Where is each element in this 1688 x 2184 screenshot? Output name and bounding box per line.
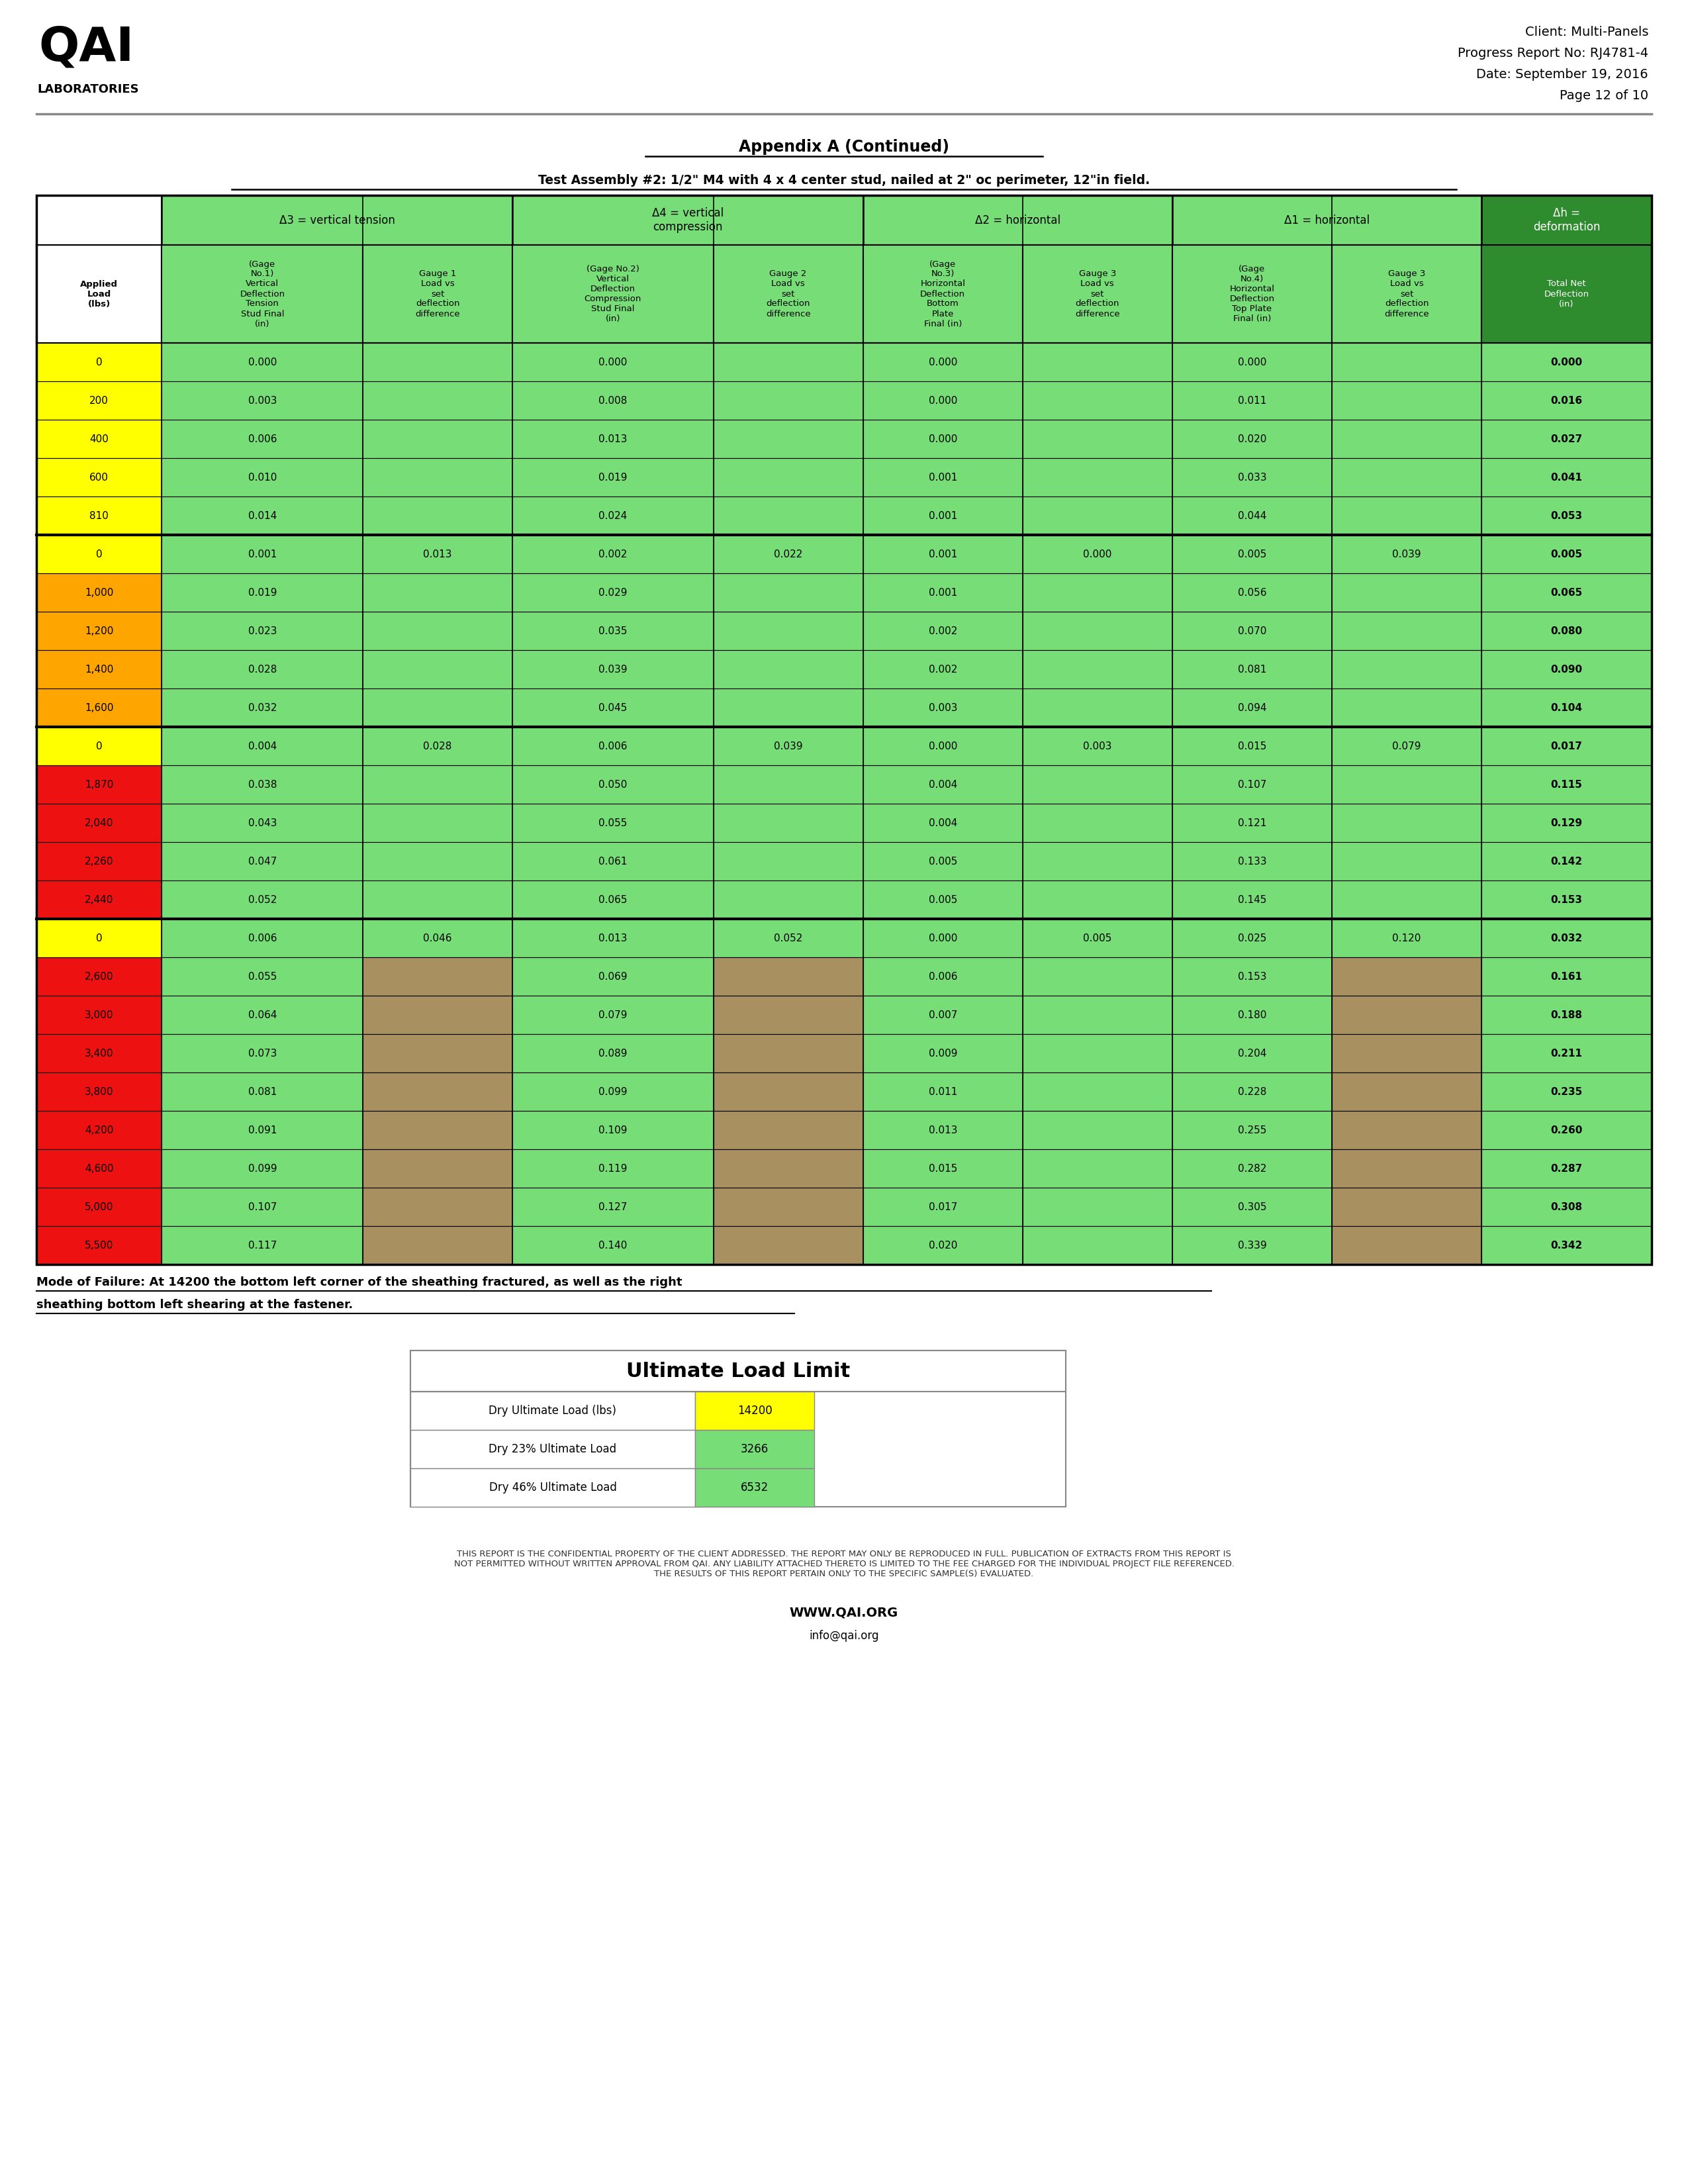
Bar (1482, 574, 1651, 612)
Bar (37, 382, 162, 419)
Bar (1332, 957, 1482, 996)
Text: Total Net
Deflection
(in): Total Net Deflection (in) (1545, 280, 1588, 308)
Bar (1482, 957, 1651, 996)
Bar (162, 496, 363, 535)
Bar (1023, 1072, 1171, 1112)
Text: 0.013: 0.013 (599, 435, 628, 443)
Bar (1023, 343, 1171, 382)
Bar (513, 612, 714, 651)
Bar (1332, 1225, 1482, 1265)
Text: 14200: 14200 (738, 1404, 771, 1417)
Bar (1023, 1188, 1171, 1225)
Text: Δ4 = vertical
compression: Δ4 = vertical compression (652, 207, 724, 234)
Bar (1482, 996, 1651, 1033)
Bar (162, 1149, 363, 1188)
Bar (363, 459, 513, 496)
Bar (1482, 245, 1651, 343)
Bar (1332, 764, 1482, 804)
Bar (37, 1149, 162, 1188)
Bar (863, 957, 1023, 996)
Text: 0.013: 0.013 (928, 1125, 957, 1136)
Text: 810: 810 (89, 511, 108, 520)
Bar (1171, 194, 1482, 245)
Bar (1171, 727, 1332, 764)
Bar (1171, 764, 1332, 804)
Bar (513, 727, 714, 764)
Text: 0.003: 0.003 (928, 703, 957, 712)
Bar (1482, 343, 1651, 382)
Bar (1332, 843, 1482, 880)
Text: 0.032: 0.032 (1551, 933, 1583, 943)
Text: 0.013: 0.013 (424, 548, 452, 559)
Bar (1332, 535, 1482, 574)
Text: 0.001: 0.001 (928, 548, 957, 559)
Text: 0.050: 0.050 (599, 780, 628, 788)
Bar (363, 804, 513, 843)
Bar (162, 843, 363, 880)
Bar (363, 343, 513, 382)
Text: 0.023: 0.023 (248, 627, 277, 636)
Bar (1482, 727, 1651, 764)
Text: (Gage
No.3)
Horizontal
Deflection
Bottom
Plate
Final (in): (Gage No.3) Horizontal Deflection Bottom… (920, 260, 966, 328)
Text: 0: 0 (96, 740, 103, 751)
Text: 0.010: 0.010 (248, 472, 277, 483)
Text: 0.000: 0.000 (928, 933, 957, 943)
Bar (363, 612, 513, 651)
Text: LABORATORIES: LABORATORIES (37, 83, 138, 96)
Text: 0.005: 0.005 (1237, 548, 1266, 559)
Bar (1023, 382, 1171, 419)
Text: 0.099: 0.099 (599, 1088, 628, 1096)
Bar (863, 804, 1023, 843)
Bar (37, 651, 162, 688)
Bar (1332, 996, 1482, 1033)
Text: 0.065: 0.065 (1551, 587, 1583, 598)
Bar (1482, 804, 1651, 843)
Text: Gauge 3
Load vs
set
deflection
difference: Gauge 3 Load vs set deflection differenc… (1075, 271, 1119, 319)
Text: 0.027: 0.027 (1551, 435, 1583, 443)
Bar (162, 574, 363, 612)
Bar (363, 419, 513, 459)
Bar (513, 804, 714, 843)
Bar (162, 245, 363, 343)
Bar (37, 574, 162, 612)
Text: 6532: 6532 (741, 1481, 768, 1494)
Text: 5,000: 5,000 (84, 1201, 113, 1212)
Bar (363, 651, 513, 688)
Text: 0.094: 0.094 (1237, 703, 1266, 712)
Bar (1171, 957, 1332, 996)
Bar (162, 419, 363, 459)
Text: 0.011: 0.011 (928, 1088, 957, 1096)
Bar (1171, 612, 1332, 651)
Bar (513, 764, 714, 804)
Text: 0.000: 0.000 (928, 395, 957, 406)
Text: 0.004: 0.004 (928, 819, 957, 828)
Bar (1171, 496, 1332, 535)
Bar (410, 1391, 695, 1431)
Bar (363, 996, 513, 1033)
Text: Client: Multi-Panels: Client: Multi-Panels (1524, 26, 1647, 37)
Text: 0.033: 0.033 (1237, 472, 1266, 483)
Bar (37, 194, 1651, 1265)
Text: 0.020: 0.020 (928, 1241, 957, 1249)
Bar (695, 1468, 814, 1507)
Bar (1482, 651, 1651, 688)
Bar (714, 1112, 863, 1149)
Bar (1482, 843, 1651, 880)
Bar (714, 727, 863, 764)
Bar (1482, 496, 1651, 535)
Bar (1171, 688, 1332, 727)
Text: 1,870: 1,870 (84, 780, 113, 788)
Bar (1332, 651, 1482, 688)
Text: 0.081: 0.081 (1237, 664, 1266, 675)
Bar (1332, 382, 1482, 419)
Bar (714, 382, 863, 419)
Bar (1482, 1033, 1651, 1072)
Text: 0.069: 0.069 (599, 972, 628, 981)
Bar (714, 612, 863, 651)
Text: 0.005: 0.005 (928, 856, 957, 867)
Bar (863, 1112, 1023, 1149)
Text: 0.016: 0.016 (1551, 395, 1582, 406)
Bar (1023, 459, 1171, 496)
Bar (410, 1350, 1065, 1507)
Text: Dry 23% Ultimate Load: Dry 23% Ultimate Load (490, 1444, 616, 1455)
